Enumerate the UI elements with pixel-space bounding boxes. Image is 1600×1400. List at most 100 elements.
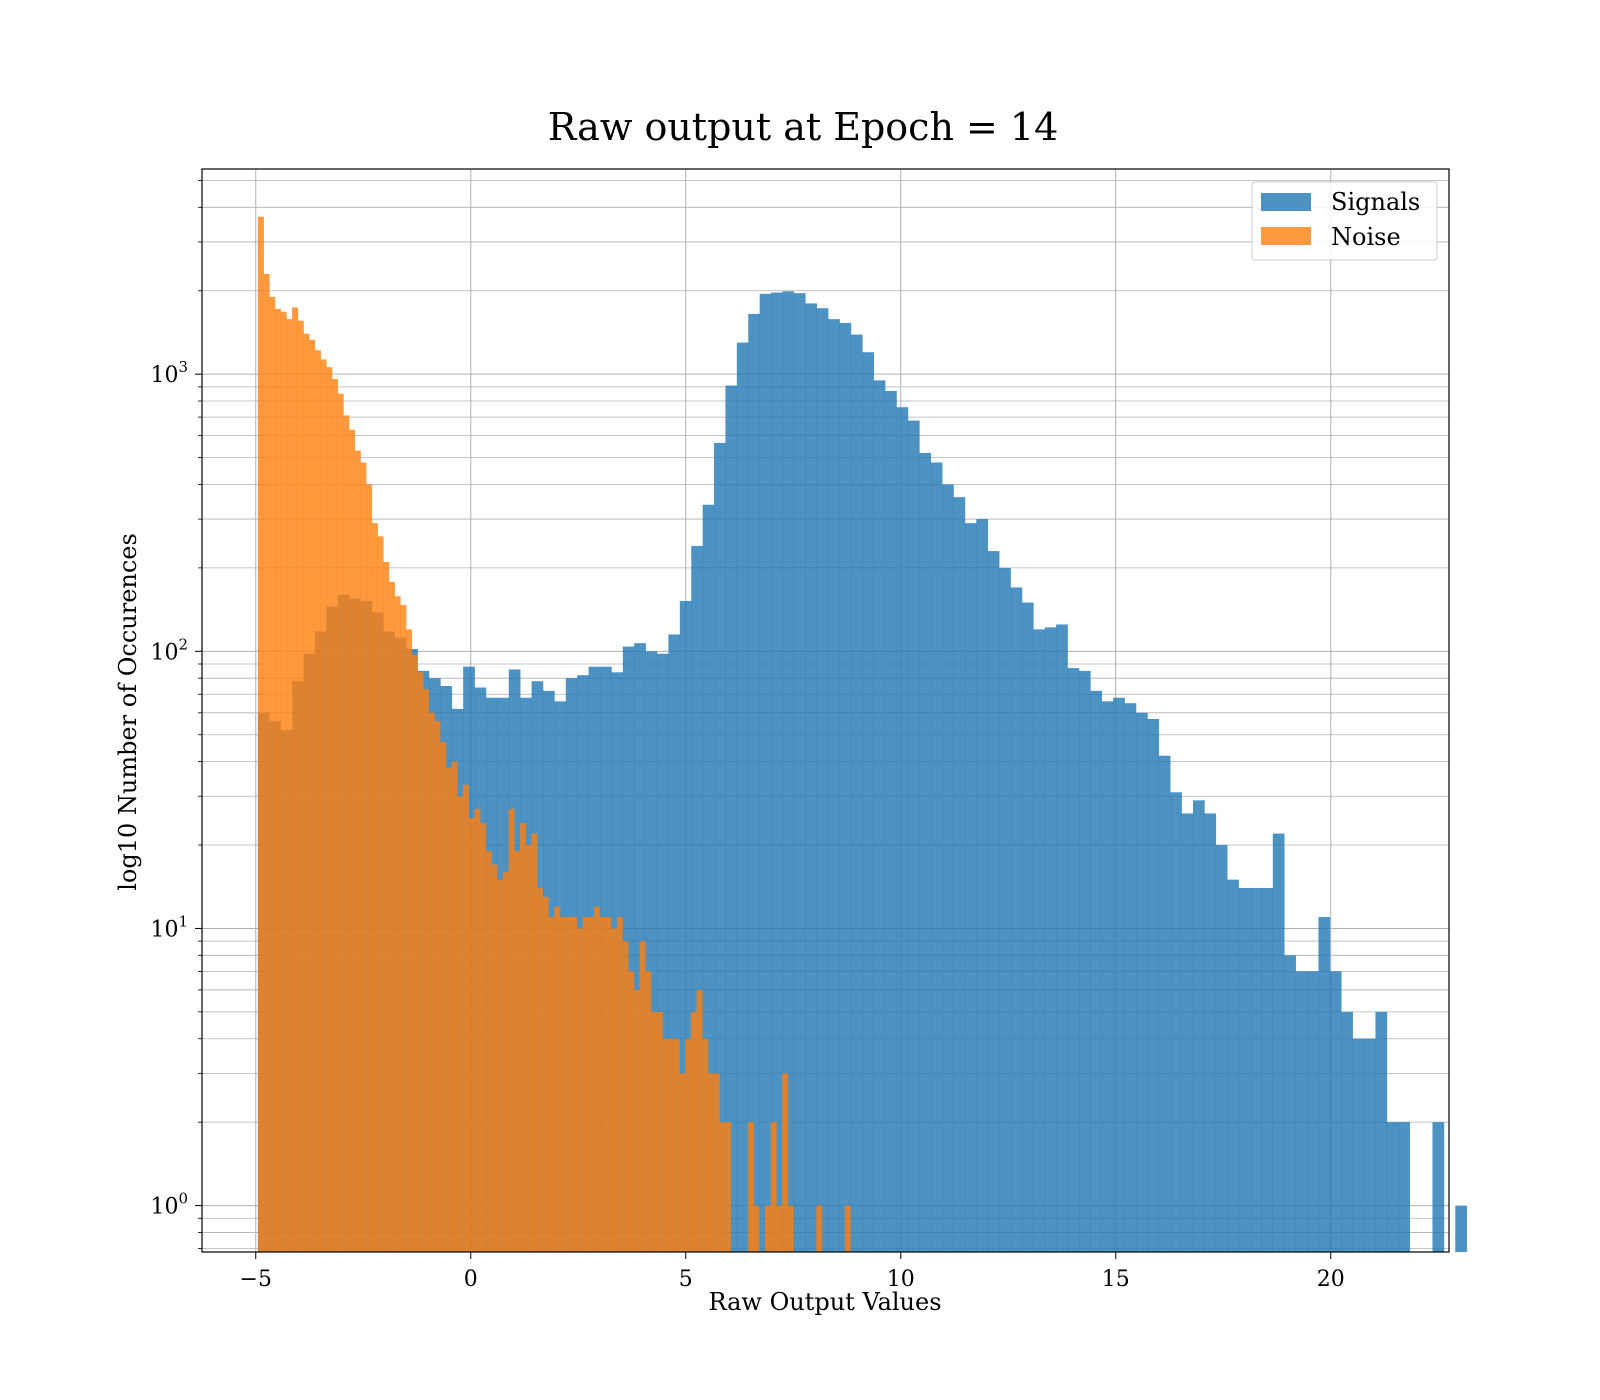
histogram-bar <box>480 823 487 1252</box>
histogram-bar <box>662 1038 669 1252</box>
y-axis-label: log10 Number of Occurences <box>114 533 142 891</box>
histogram-bar <box>907 420 920 1252</box>
y-tick-label: 100 <box>150 1190 188 1220</box>
histogram-bar <box>565 916 572 1252</box>
histogram-bar <box>388 581 395 1252</box>
histogram-bar <box>474 808 481 1252</box>
histogram-bar <box>622 646 635 1252</box>
histogram-bar <box>280 311 287 1253</box>
x-tick-label: 0 <box>464 1267 478 1292</box>
y-tick-label: 102 <box>150 635 188 665</box>
histogram-bar <box>639 941 646 1252</box>
histogram-bar <box>588 916 595 1252</box>
histogram-bar <box>411 654 418 1252</box>
legend-label-signals: Signals <box>1331 188 1420 216</box>
histogram-bar <box>1044 627 1057 1252</box>
histogram-bar <box>747 1122 754 1252</box>
histogram-bar <box>1352 1038 1365 1252</box>
histogram-bar <box>1295 971 1308 1252</box>
histogram-bar <box>497 879 504 1252</box>
chart-title: Raw output at Epoch = 14 <box>548 105 1059 149</box>
histogram-bar <box>337 393 344 1253</box>
histogram-bar <box>468 818 475 1252</box>
histogram-bar <box>930 462 943 1252</box>
histogram-bar <box>987 551 1000 1252</box>
histogram-bar <box>633 989 640 1252</box>
histogram-bar <box>1010 587 1023 1252</box>
histogram-bar <box>1170 792 1182 1252</box>
histogram-bar <box>714 442 726 1252</box>
histogram-bar <box>599 916 606 1252</box>
histogram-bar <box>360 462 367 1252</box>
histogram-bar <box>759 293 772 1252</box>
histogram-bar <box>628 971 635 1252</box>
histogram-bar <box>782 291 795 1252</box>
x-tick-label: 10 <box>887 1267 915 1292</box>
histogram-bar <box>457 796 464 1252</box>
histogram-bar <box>531 833 538 1252</box>
histogram-bar <box>645 651 658 1252</box>
histogram-bar <box>702 504 715 1252</box>
histogram-bar <box>1386 1122 1399 1252</box>
histogram-bar <box>1341 1011 1353 1252</box>
histogram-bar <box>542 896 549 1252</box>
histogram-bar <box>668 1038 675 1252</box>
histogram-bar <box>919 452 932 1253</box>
histogram-bar <box>1033 629 1046 1252</box>
histogram-bar <box>1090 690 1103 1252</box>
histogram-bar <box>491 864 498 1252</box>
histogram-bar <box>690 1011 697 1252</box>
histogram-bar <box>1250 887 1262 1252</box>
histogram-bar <box>354 450 361 1253</box>
histogram-bar <box>502 871 509 1252</box>
histogram-bar <box>616 916 623 1252</box>
histogram-bar <box>485 851 492 1252</box>
histogram-bar <box>673 1038 680 1252</box>
histogram-bar <box>1158 755 1171 1252</box>
histogram-bar <box>719 1122 726 1252</box>
histogram-bar <box>525 845 532 1252</box>
histogram-bar <box>753 1205 760 1252</box>
histogram-bar <box>303 333 310 1253</box>
histogram-bar <box>976 519 989 1252</box>
histogram-bar <box>1261 887 1274 1252</box>
histogram-bar <box>850 334 863 1252</box>
histogram-bar <box>514 851 521 1252</box>
histogram-bar <box>463 784 470 1252</box>
histogram-bar <box>691 545 703 1252</box>
histogram-bar <box>793 293 806 1252</box>
histogram-bar <box>594 906 601 1252</box>
legend-label-noise: Noise <box>1331 223 1401 251</box>
histogram-bar <box>571 916 578 1252</box>
histogram-bar <box>537 887 544 1252</box>
histogram-bar <box>292 307 299 1253</box>
histogram-bar <box>314 350 321 1252</box>
histogram-bar <box>582 916 589 1252</box>
histogram-bar <box>679 1073 686 1252</box>
histogram-bar <box>576 928 583 1252</box>
histogram-bar <box>622 941 629 1252</box>
histogram-bar <box>725 385 738 1252</box>
histogram-bar <box>286 319 293 1253</box>
histogram-bar <box>371 523 378 1252</box>
histogram-bar <box>605 916 612 1252</box>
histogram-bar <box>1375 1011 1388 1252</box>
histogram-bar <box>713 1073 720 1252</box>
histogram-bar <box>782 1073 789 1252</box>
histogram-bar <box>844 1205 851 1252</box>
histogram-bar <box>1307 971 1319 1252</box>
histogram-bar <box>1329 971 1342 1252</box>
histogram-bar <box>696 989 703 1252</box>
histogram-bar <box>445 767 452 1252</box>
histogram-bars <box>257 216 1467 1253</box>
histogram-bar <box>1021 602 1034 1252</box>
histogram-bar <box>816 1205 823 1252</box>
histogram-bar <box>406 629 413 1252</box>
histogram-bar <box>1204 813 1217 1252</box>
histogram-bar <box>434 721 441 1252</box>
histogram-bar <box>1124 703 1137 1252</box>
histogram-bar <box>451 761 458 1252</box>
y-tick-label: 103 <box>150 358 188 388</box>
x-tick-label: −5 <box>240 1267 272 1292</box>
